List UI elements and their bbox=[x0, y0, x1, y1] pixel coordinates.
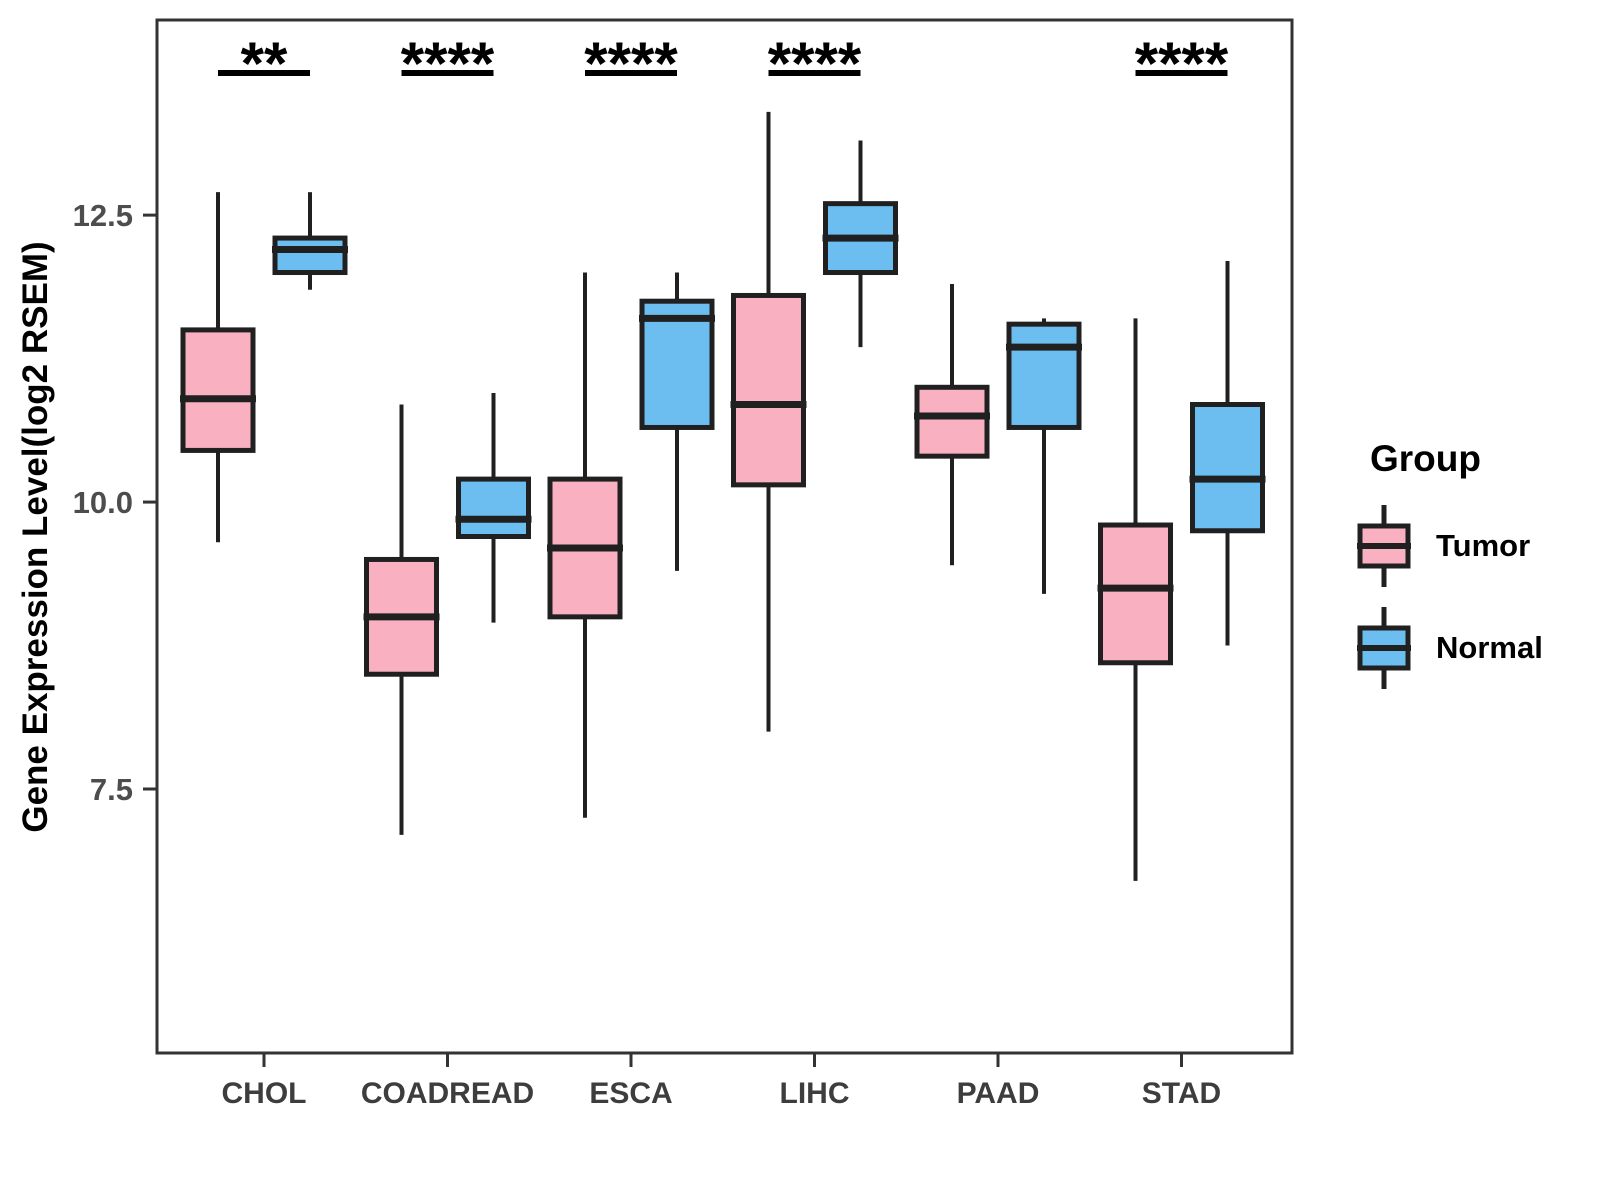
y-axis-title: Gene Expression Level(log2 RSEM) bbox=[16, 241, 55, 833]
significance-stars-chol: ** bbox=[241, 30, 288, 97]
boxplot-tumor-stad-box bbox=[1098, 522, 1173, 666]
normal-boxplot-glyph-icon bbox=[1357, 607, 1411, 689]
boxplot-normal-paad-box bbox=[1006, 321, 1082, 430]
x-tick-label-STAD: STAD bbox=[1142, 1077, 1221, 1110]
tumor-boxplot-glyph-icon bbox=[1357, 505, 1411, 587]
x-tick-label-LIHC: LIHC bbox=[780, 1077, 850, 1110]
legend-entry-tumor: Tumor bbox=[1352, 500, 1598, 592]
significance-stars-esca: **** bbox=[584, 30, 678, 97]
boxplot-normal-stad-box bbox=[1190, 402, 1265, 534]
legend-label-normal: Normal bbox=[1436, 630, 1543, 665]
boxplot-tumor-chol-box bbox=[180, 327, 256, 453]
boxplot-tumor-paad-box bbox=[914, 384, 990, 459]
legend-entry-normal: Normal bbox=[1352, 602, 1598, 694]
boxplot-normal-coadread-box bbox=[456, 476, 531, 540]
boxplot-tumor-lihc-box bbox=[731, 292, 806, 488]
x-tick-label-COADREAD: COADREAD bbox=[361, 1077, 534, 1110]
boxplot-normal-esca-box bbox=[639, 298, 715, 430]
significance-stars-lihc: **** bbox=[768, 30, 862, 97]
plot-panel-border bbox=[155, 18, 1294, 1055]
y-tick-label-10.0: 10.0 bbox=[73, 485, 133, 520]
legend-title: Group bbox=[1370, 438, 1481, 479]
legend-label-tumor: Tumor bbox=[1436, 528, 1531, 563]
y-tick-label-12.5: 12.5 bbox=[73, 198, 133, 233]
legend: Group Tumor Normal bbox=[1352, 438, 1598, 704]
significance-stars-coadread: **** bbox=[401, 30, 495, 97]
boxplot-normal-chol-box bbox=[272, 235, 348, 276]
x-tick-label-ESCA: ESCA bbox=[589, 1077, 672, 1110]
significance-stars-stad: **** bbox=[1135, 30, 1229, 97]
x-tick-label-CHOL: CHOL bbox=[222, 1077, 307, 1110]
x-tick-label-PAAD: PAAD bbox=[957, 1077, 1040, 1110]
y-tick-label-7.5: 7.5 bbox=[90, 772, 133, 807]
